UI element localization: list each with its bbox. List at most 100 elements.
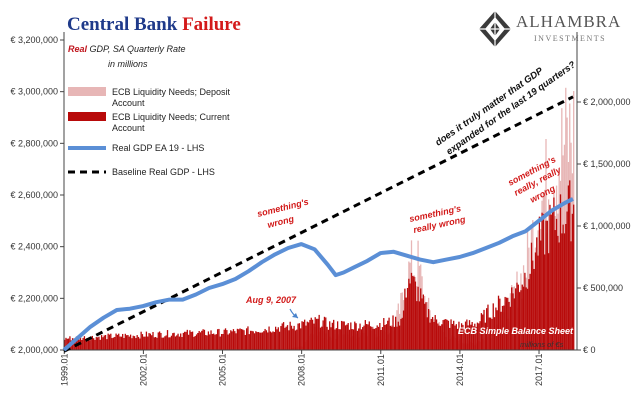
current-bar [421, 298, 423, 350]
current-bar [315, 318, 318, 350]
current-bar [563, 233, 566, 350]
current-bar [282, 322, 285, 350]
current-bar [224, 328, 227, 350]
current-bar [546, 220, 548, 350]
current-bar [367, 324, 369, 350]
real-gdp-line [62, 197, 574, 352]
current-bar [182, 332, 184, 350]
current-bar [511, 287, 513, 350]
current-bar [384, 324, 386, 350]
current-bar [340, 320, 343, 350]
current-bar [470, 324, 472, 350]
current-bar [446, 319, 448, 350]
current-bar [264, 328, 266, 350]
current-bar [550, 214, 552, 350]
current-bar [404, 288, 406, 350]
x-tick-label: 2017.01 [534, 353, 544, 386]
annotation-gdp-question-2: expanded for the last 19 quarters? [444, 59, 578, 157]
current-bar [219, 336, 221, 350]
current-bar [178, 336, 181, 350]
current-bar [530, 242, 533, 350]
current-bar [327, 329, 330, 350]
current-bar [433, 322, 435, 350]
current-bar [405, 297, 407, 350]
current-bar [480, 313, 483, 350]
current-bar [329, 321, 331, 350]
legend-swatch-current [68, 112, 106, 121]
current-bar [102, 337, 104, 350]
current-bar [147, 336, 149, 350]
current-bar [211, 333, 213, 350]
current-bar [317, 318, 319, 350]
current-bar [487, 304, 489, 350]
current-bar [371, 326, 373, 350]
current-bar [501, 305, 504, 350]
current-bar [495, 307, 497, 350]
current-bar [220, 333, 223, 350]
current-bar [363, 325, 365, 350]
current-bar [486, 308, 488, 350]
current-bar [160, 332, 162, 350]
current-bar [210, 330, 212, 350]
current-bar [346, 324, 348, 350]
current-bar [393, 326, 395, 350]
current-bar [525, 287, 527, 350]
current-bar [298, 323, 301, 350]
current-bar [91, 335, 93, 350]
current-bar [547, 253, 550, 350]
title-part-central-bank: Central Bank [67, 14, 183, 35]
current-bar [83, 336, 86, 350]
current-bar [464, 321, 467, 350]
current-bar [347, 323, 349, 350]
current-bar [148, 333, 150, 350]
current-bar [376, 325, 378, 350]
legend-label-baseline: Baseline Real GDP - LHS [112, 167, 215, 177]
current-bar [153, 337, 155, 350]
current-bar [135, 338, 137, 350]
current-bar [322, 320, 324, 350]
current-bar [417, 286, 419, 350]
current-bar [513, 298, 515, 350]
current-bar [255, 331, 257, 350]
current-bar [471, 321, 473, 350]
current-bar [165, 335, 167, 350]
current-bar [359, 323, 361, 350]
current-bar [89, 340, 91, 350]
current-bar [186, 329, 188, 350]
current-bar [343, 321, 345, 350]
alhambra-logo: ALHAMBRA INVESTMENTS [478, 10, 638, 52]
current-bar [253, 333, 256, 350]
current-bar [248, 334, 250, 350]
current-bar [551, 210, 554, 350]
current-bar [500, 311, 502, 350]
current-bar [129, 334, 132, 350]
subtitle-rest: GDP, SA Quarterly Rate [87, 44, 186, 54]
current-bar [439, 326, 442, 350]
current-bar [137, 336, 140, 350]
current-bar [430, 318, 432, 350]
current-bar [114, 336, 116, 350]
current-bar [304, 319, 306, 350]
current-bar [397, 321, 399, 350]
current-bar [124, 333, 126, 350]
current-bar [307, 322, 310, 350]
current-bar [366, 324, 368, 350]
current-account-series [64, 180, 575, 350]
legend-label-gdp: Real GDP EA 19 - LHS [112, 143, 204, 153]
current-bar [536, 237, 538, 350]
current-bar [110, 333, 112, 350]
current-bar [123, 337, 125, 350]
current-bar [380, 329, 382, 350]
current-bar [252, 331, 254, 350]
current-bar [541, 212, 543, 350]
right-tick-label: € 1,000,000 [583, 221, 631, 231]
current-bar [453, 320, 455, 350]
current-bar [197, 333, 199, 350]
x-tick-label: 2002.01 [138, 353, 148, 386]
left-tick-label: € 2,800,000 [10, 138, 58, 148]
current-bar [553, 197, 555, 350]
current-bar [222, 333, 224, 350]
current-bar [395, 316, 397, 350]
current-bar [387, 320, 389, 350]
